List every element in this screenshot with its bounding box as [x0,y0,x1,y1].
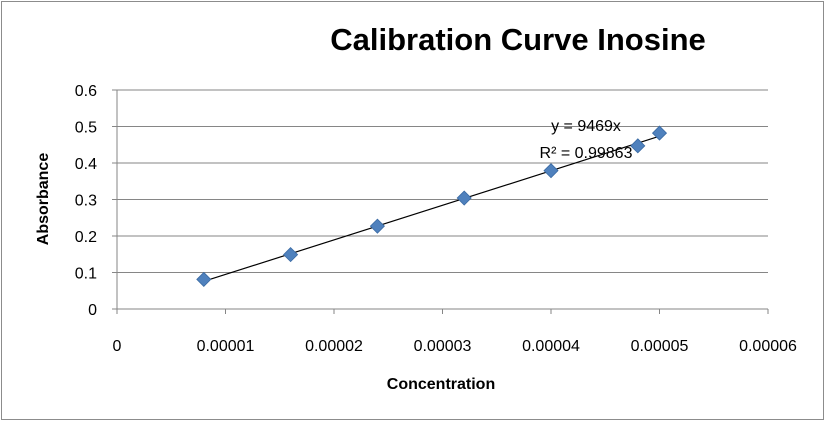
y-tick-label-0.3: 0.3 [75,193,97,210]
x-tick-label-0.00003: 0.00003 [414,338,472,355]
y-tick-labels: 0 0.1 0.2 0.3 0.4 0.5 0.6 [75,83,97,319]
trendline-r-squared: R² = 0.99863 [540,145,633,162]
x-tick-labels: 0 0.00001 0.00002 0.00003 0.00004 0.00005 0.00… [113,338,797,355]
trendline-group [203,135,660,282]
x-tick-label-0.00002: 0.00002 [305,338,363,355]
data-point-3 [369,218,385,234]
y-tick-label-0.6: 0.6 [75,83,97,100]
y-tick-label-0.1: 0.1 [75,266,97,283]
x-axis-title: Concentration [387,376,495,393]
axes [112,89,769,314]
data-points [196,125,668,288]
data-point-2 [283,247,299,263]
x-tick-label-0.00004: 0.00004 [522,338,580,355]
data-point-7 [651,125,668,141]
data-point-4 [456,190,472,206]
x-tick-label-0.00006: 0.00006 [739,338,797,355]
trendline-equation: y = 9469x [551,118,621,135]
x-tick-label-0.00005: 0.00005 [631,338,689,355]
gridlines [117,89,768,273]
data-point-6 [630,138,646,154]
y-axis-title: Absorbance [35,153,52,246]
y-tick-label-0.2: 0.2 [75,229,97,246]
data-point-1 [196,271,212,288]
x-tick-label-0: 0 [113,338,122,355]
y-tick-label-0: 0 [88,302,97,319]
y-tick-label-0.5: 0.5 [75,120,97,137]
trendline [203,135,660,282]
chart-title: Calibration Curve Inosine [330,22,706,57]
x-tick-label-0.00001: 0.00001 [197,338,255,355]
y-tick-label-0.4: 0.4 [75,156,97,173]
data-point-5 [543,163,559,179]
